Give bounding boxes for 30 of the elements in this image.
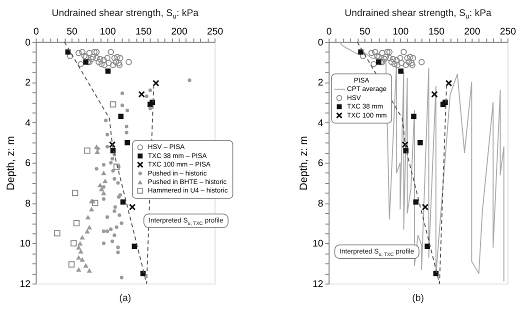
x-tick-label: 250 xyxy=(206,26,224,38)
y-tick-label: 6 xyxy=(25,158,30,170)
x-tick-label: 200 xyxy=(171,26,188,38)
x-tick-label: 0 xyxy=(326,26,332,38)
text: (a) xyxy=(119,292,132,304)
x-tick-label: 50 xyxy=(359,26,370,38)
y-tick-label: 0 xyxy=(25,37,30,48)
x-tick-label: 0 xyxy=(34,26,39,38)
x-tick-label: 100 xyxy=(392,26,409,38)
y-axis-title: Depth, z: m xyxy=(4,136,17,190)
y-tick-label: 0 xyxy=(318,37,324,48)
x-tick-label: 250 xyxy=(500,26,516,38)
y-tick-label: 6 xyxy=(318,158,324,170)
y-tick-label: 8 xyxy=(318,198,324,210)
y-tick-label: 10 xyxy=(20,238,30,250)
y-tick-label: 4 xyxy=(318,118,324,129)
y-axis-title: Depth, z: m xyxy=(298,136,310,190)
x-tick-label: 150 xyxy=(135,26,152,38)
x-tick-label: 150 xyxy=(428,26,444,38)
y-tick-label: 10 xyxy=(312,238,324,250)
x-tick-label: 100 xyxy=(100,26,116,38)
y-tick-label: 2 xyxy=(25,78,30,89)
y-tick-label: 4 xyxy=(25,118,32,129)
x-tick-label: 200 xyxy=(464,26,480,38)
y-tick-label: 12 xyxy=(312,278,324,290)
y-tick-label: 12 xyxy=(20,278,30,290)
y-tick-label: 8 xyxy=(25,198,30,210)
text: (b) xyxy=(412,292,424,304)
x-tick-label: 50 xyxy=(66,26,78,38)
y-tick-label: 2 xyxy=(318,78,324,89)
